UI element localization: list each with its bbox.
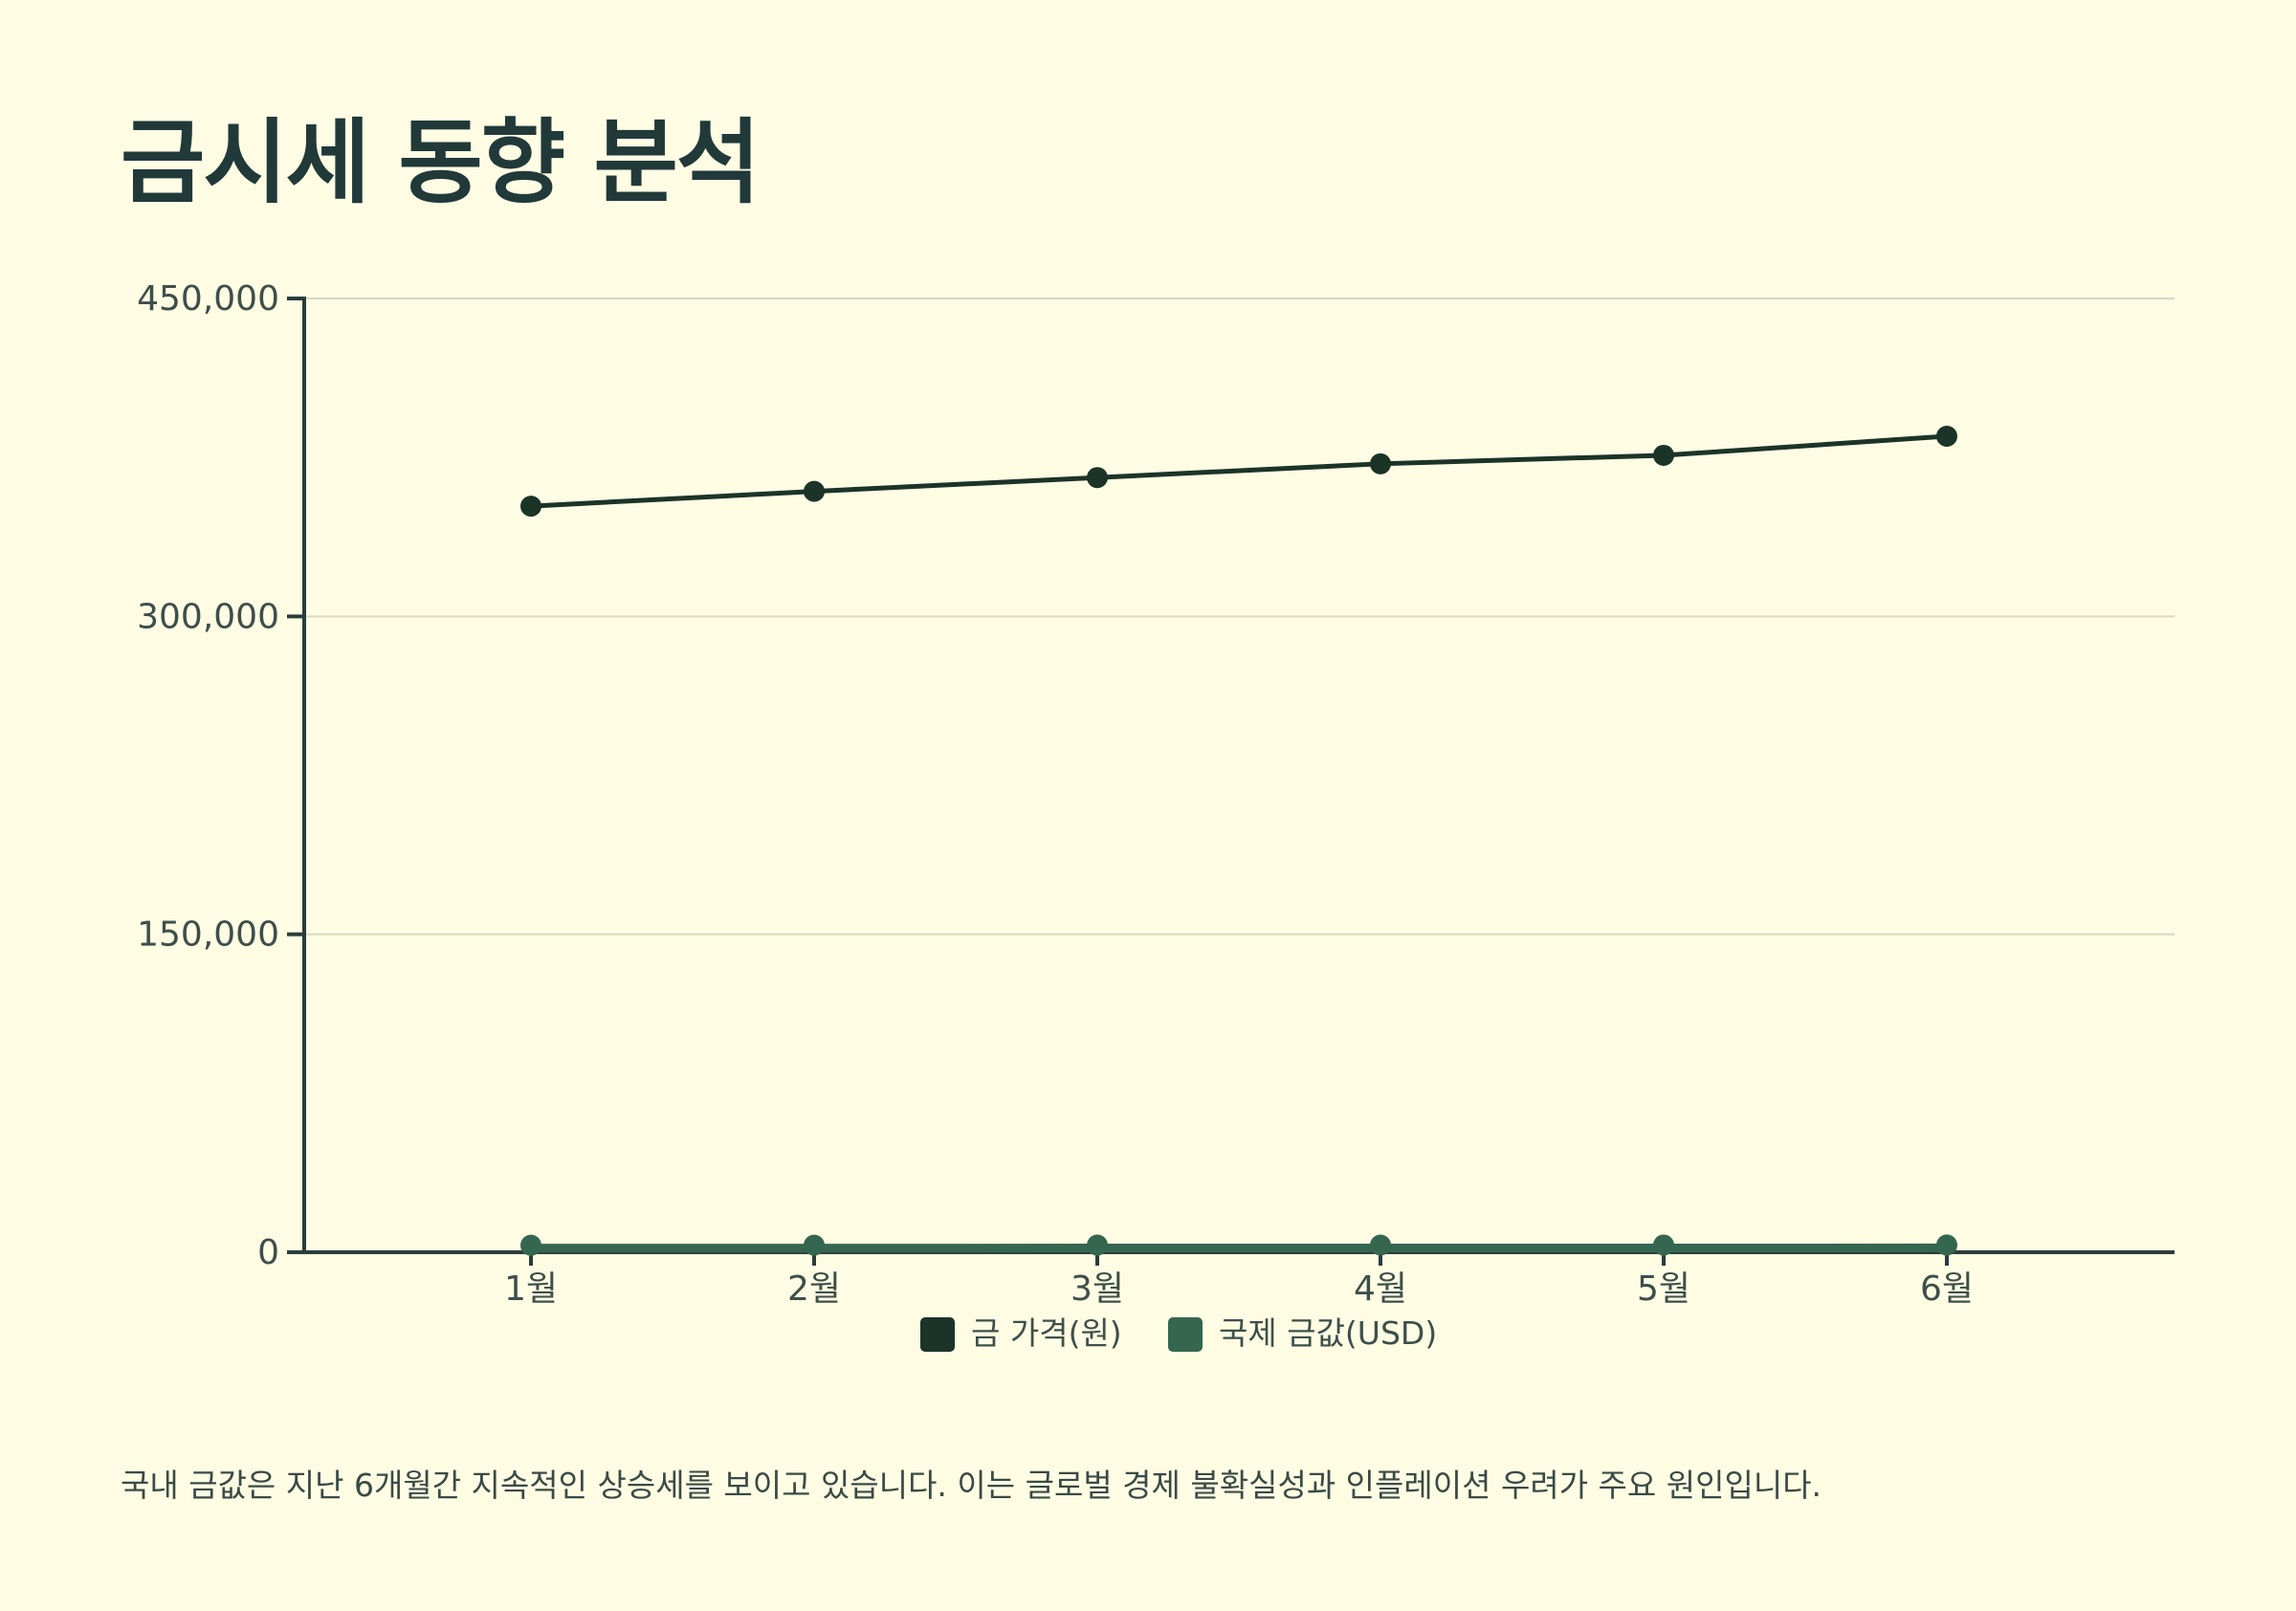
x-tick-label: 4월 [1354, 1269, 1407, 1309]
x-tick-label: 2월 [787, 1269, 841, 1309]
y-tick-label: 450,000 [137, 279, 279, 319]
data-point [1653, 1234, 1674, 1256]
legend-swatch [920, 1317, 955, 1352]
series-line [530, 433, 1948, 509]
series-2 [520, 1234, 1957, 1256]
data-point [1936, 1234, 1957, 1256]
data-point [1087, 1234, 1108, 1256]
y-tick-label: 150,000 [137, 916, 279, 955]
data-point [1370, 1234, 1391, 1256]
axes: 0 150,000 300,000 450,000 1월 2월 3월 4월 5월 6월 [137, 279, 2175, 1309]
data-point [520, 496, 541, 518]
chart-title: 금시세 동향 분석 [121, 109, 761, 216]
legend: 금 가격(원) 국제 금값(USD) [920, 1314, 1437, 1352]
data-point [1370, 452, 1391, 474]
series-lines [520, 426, 1957, 1256]
data-point [804, 1234, 825, 1256]
x-tick-label: 1월 [504, 1269, 558, 1309]
data-point [804, 480, 825, 502]
series-1 [520, 426, 1957, 518]
legend-label: 금 가격(원) [971, 1314, 1122, 1352]
data-point [1936, 426, 1957, 448]
legend-item-2: 국제 금값(USD) [1168, 1314, 1437, 1352]
chart-description: 국내 금값은 지난 6개월간 지속적인 상승세를 보이고 있습니다. 이는 글로… [121, 1467, 1822, 1504]
data-point [520, 1234, 541, 1256]
x-tick-label: 3월 [1071, 1269, 1124, 1309]
legend-swatch [1168, 1317, 1203, 1352]
grid-lines [304, 298, 2175, 936]
x-tick-label: 5월 [1637, 1269, 1690, 1309]
data-point [1653, 444, 1674, 466]
y-tick-label: 300,000 [137, 597, 279, 636]
y-tick-label: 0 [257, 1233, 279, 1272]
x-tick-label: 6월 [1920, 1269, 1974, 1309]
legend-item-1: 금 가격(원) [920, 1314, 1122, 1352]
data-point [1087, 467, 1108, 489]
legend-label: 국제 금값(USD) [1219, 1314, 1437, 1352]
